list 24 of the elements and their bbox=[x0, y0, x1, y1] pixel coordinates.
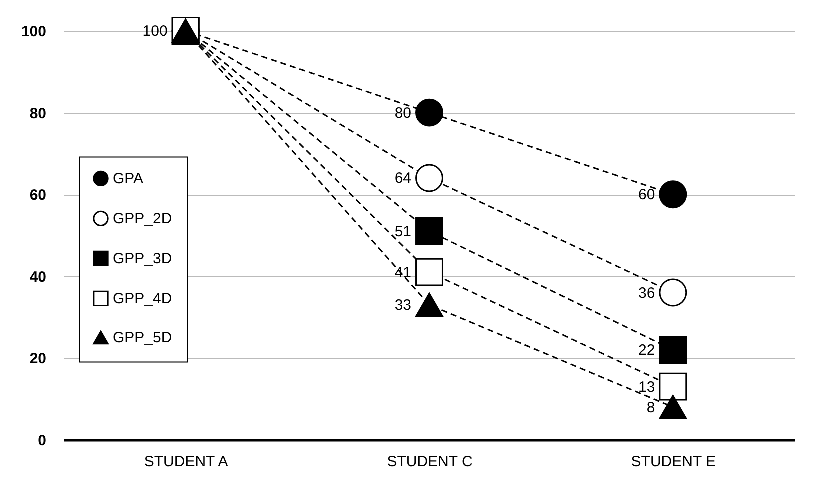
data-label: 36 bbox=[638, 284, 656, 302]
x-tick-label: STUDENT C bbox=[387, 454, 473, 470]
data-label: 80 bbox=[394, 104, 412, 122]
data-label: 51 bbox=[394, 223, 412, 240]
y-tick-label: 0 bbox=[38, 432, 46, 450]
data-label: 60 bbox=[638, 186, 656, 204]
x-tick-label: STUDENT A bbox=[144, 454, 228, 470]
y-tick-label: 60 bbox=[30, 187, 46, 204]
y-tick-label: 20 bbox=[30, 350, 46, 368]
legend-label: GPP_2D bbox=[113, 210, 172, 228]
legend-label: GPP_5D bbox=[113, 330, 172, 347]
legend-label: GPP_3D bbox=[113, 250, 172, 268]
data-label: 100 bbox=[142, 23, 168, 40]
legend-label: GPP_4D bbox=[113, 290, 172, 308]
data-label: 64 bbox=[394, 170, 412, 188]
data-label: 22 bbox=[638, 342, 656, 360]
y-tick-label: 80 bbox=[30, 105, 46, 122]
y-tick-label: 100 bbox=[21, 24, 46, 40]
data-label: 33 bbox=[394, 297, 412, 314]
x-tick-label: STUDENT E bbox=[631, 454, 716, 470]
y-tick-label: 40 bbox=[30, 268, 46, 286]
legend-label: GPA bbox=[113, 170, 144, 188]
data-label: 8 bbox=[646, 399, 656, 416]
data-label: 13 bbox=[638, 378, 656, 396]
